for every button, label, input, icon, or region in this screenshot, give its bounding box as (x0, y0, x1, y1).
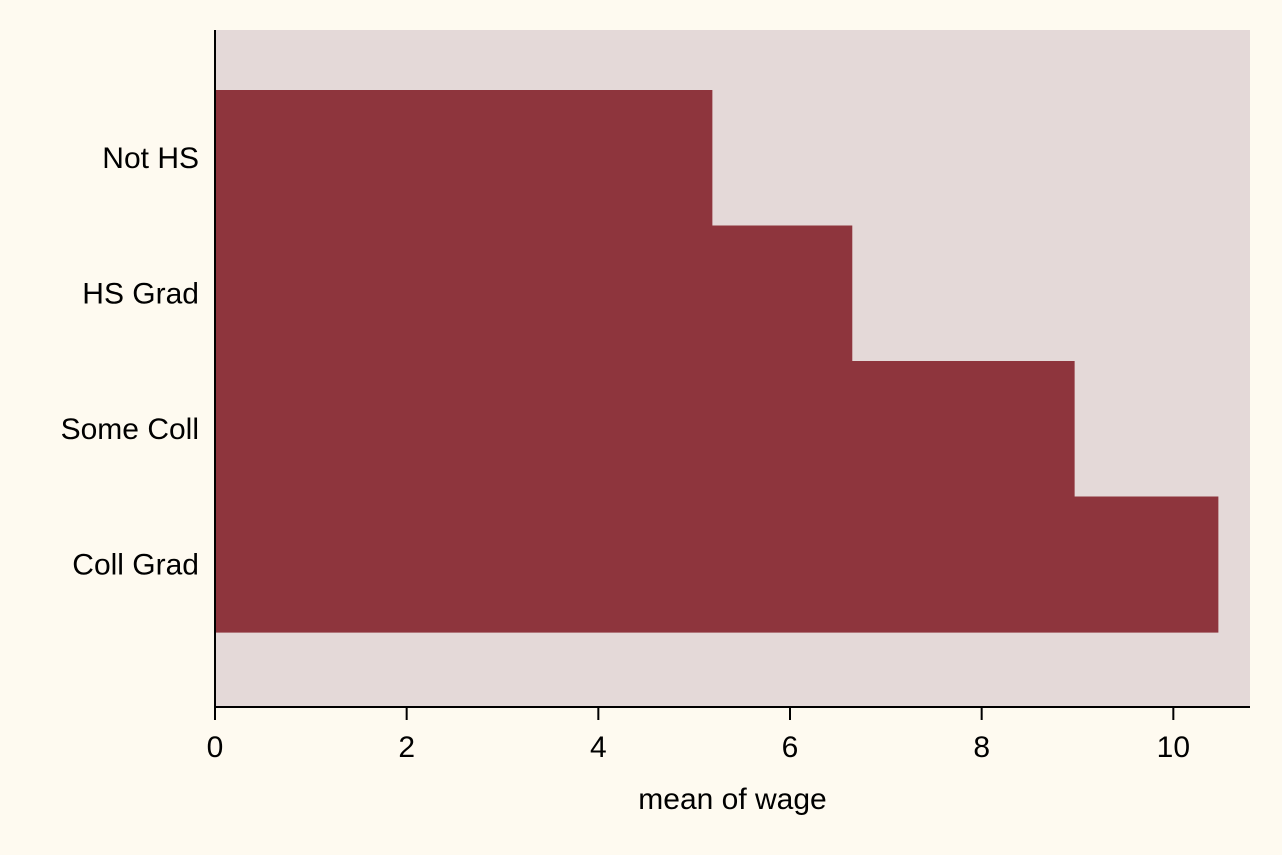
bar-hs-grad (215, 225, 853, 362)
y-tick-label: Some Coll (61, 413, 199, 446)
y-tick-labels: Not HS HS Grad Some Coll Coll Grad (61, 142, 199, 582)
x-tick-label: 0 (207, 731, 224, 764)
bar-not-hs (215, 90, 713, 227)
bar-some-coll (215, 361, 1075, 498)
y-tick-label: Not HS (102, 142, 199, 175)
x-ticks: 0 2 4 6 8 10 (207, 707, 1190, 764)
x-tick-label: 10 (1157, 731, 1190, 764)
y-tick-label: Coll Grad (72, 548, 199, 581)
y-tick-label: HS Grad (82, 277, 199, 310)
x-axis-title: mean of wage (638, 783, 826, 816)
bars (215, 90, 1219, 633)
x-tick-label: 2 (398, 731, 415, 764)
x-tick-label: 4 (590, 731, 607, 764)
x-tick-label: 8 (973, 731, 990, 764)
x-tick-label: 6 (782, 731, 799, 764)
bar-coll-grad (215, 496, 1219, 633)
